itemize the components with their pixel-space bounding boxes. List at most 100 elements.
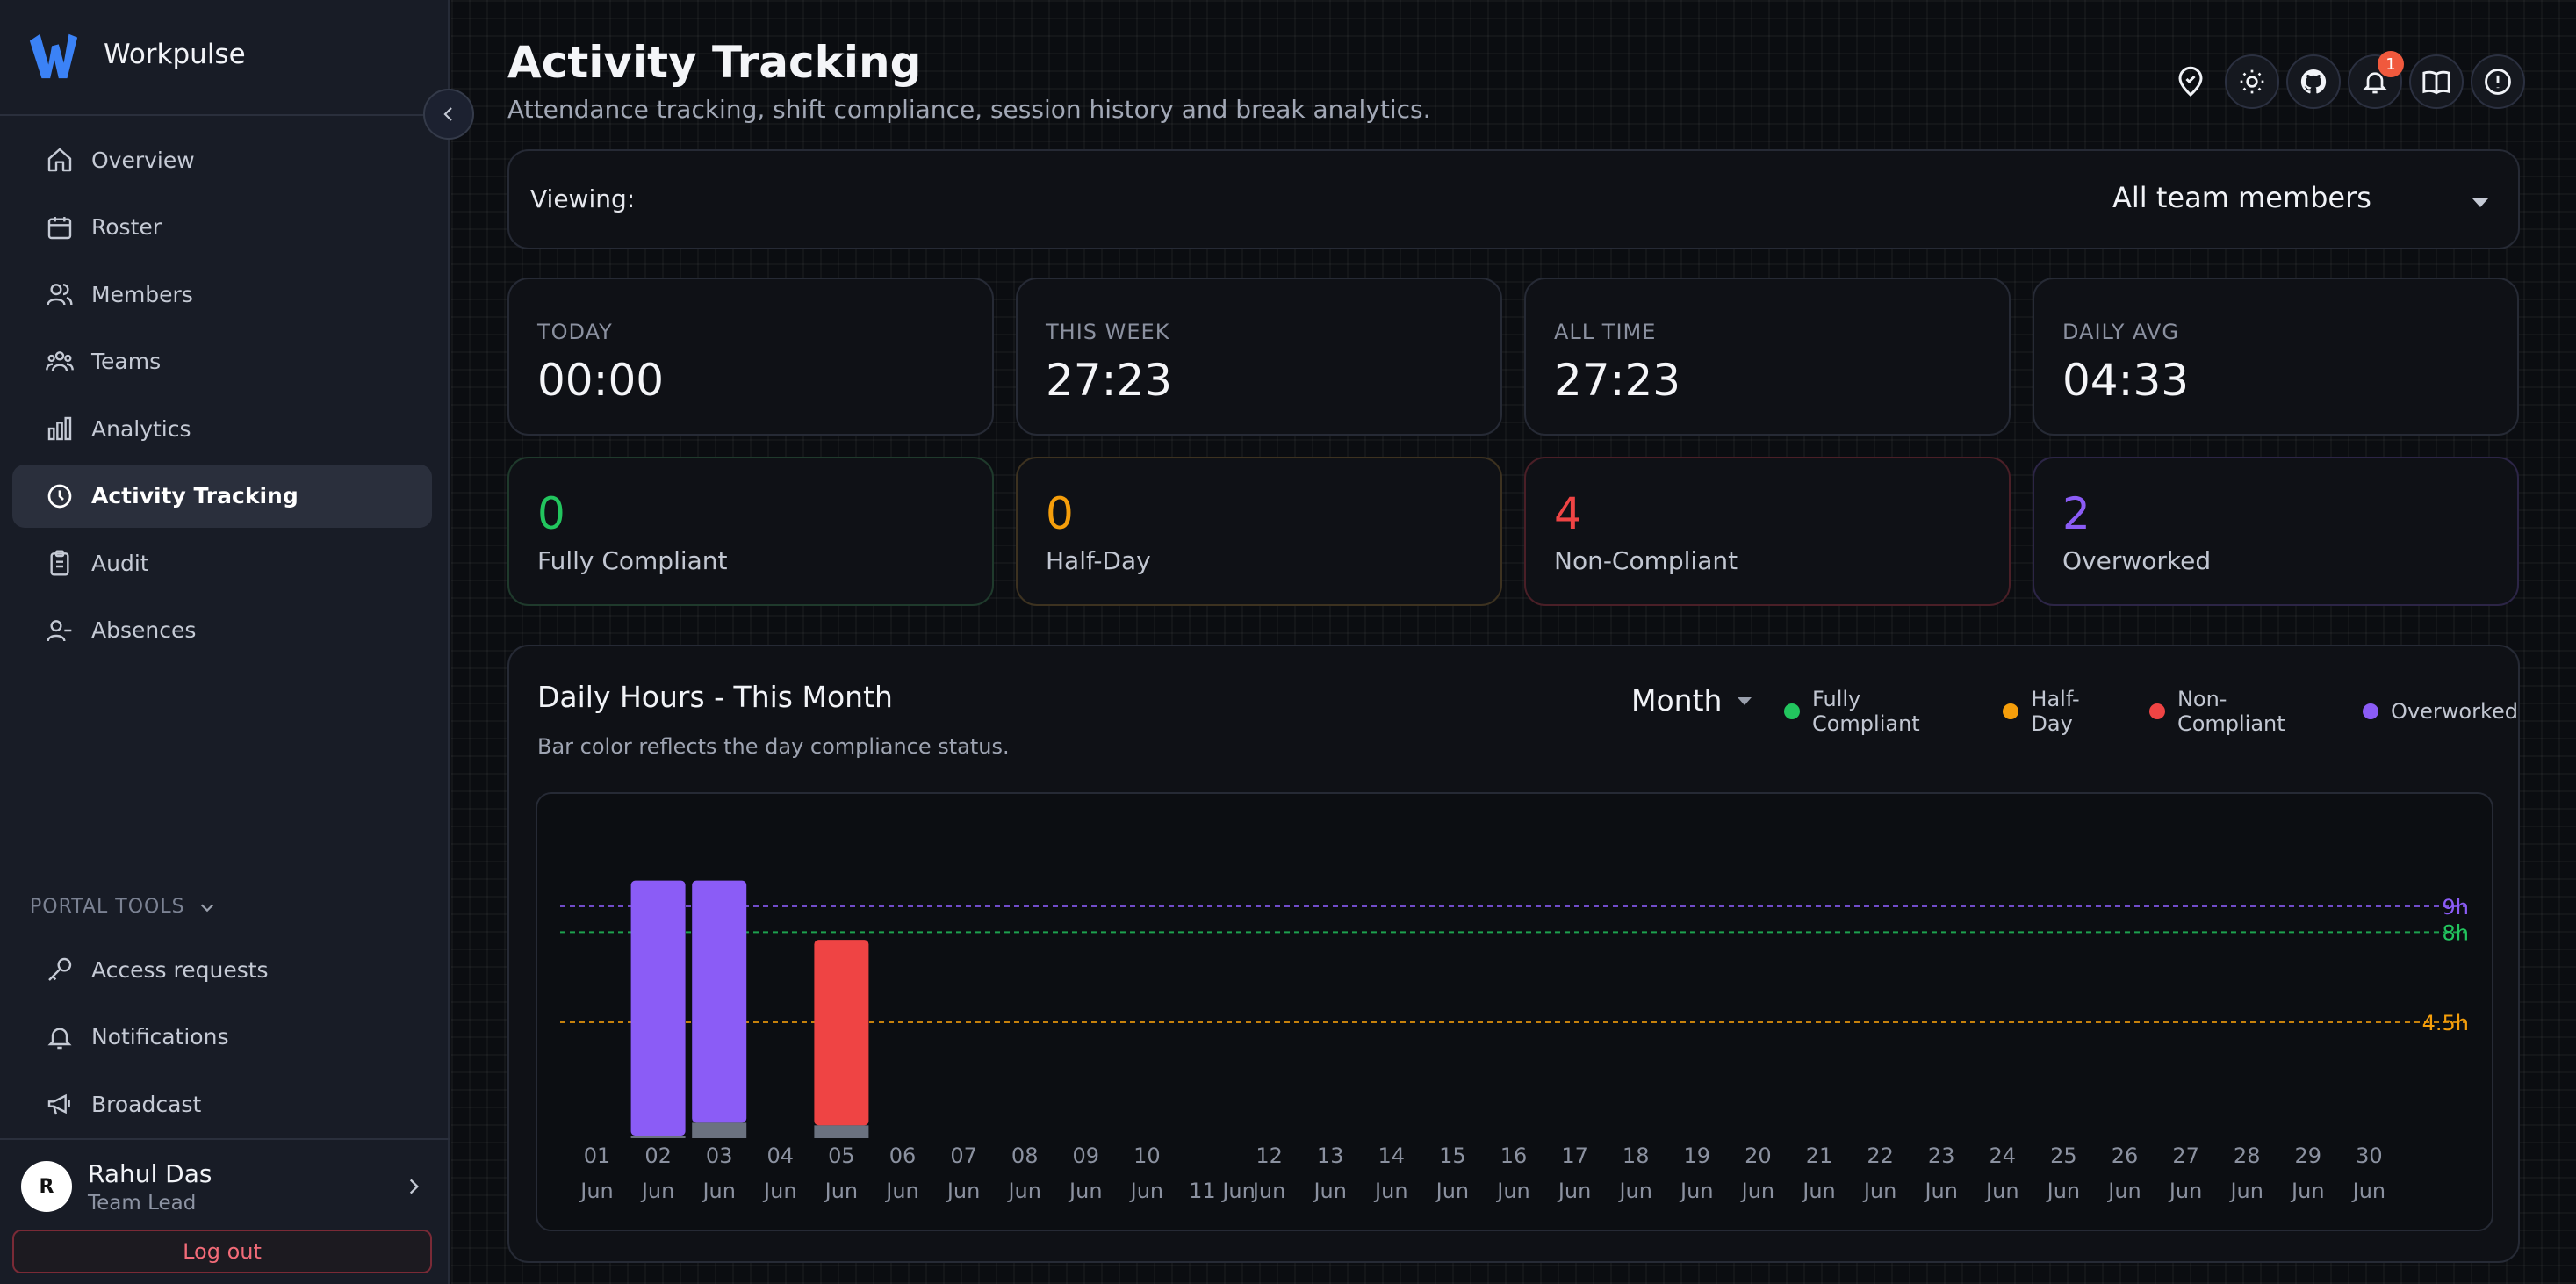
github-button[interactable] (2286, 54, 2341, 109)
sidebar-item-access-requests[interactable]: Access requests (12, 938, 432, 1001)
x-tick-label: Jun (946, 1179, 981, 1203)
x-tick-label: 10 (1133, 1143, 1161, 1168)
x-tick-label: 30 (2356, 1143, 2383, 1168)
compliance-count: 0 (1046, 488, 1074, 539)
x-tick-label: Jun (1435, 1179, 1470, 1203)
theme-toggle-button[interactable] (2225, 54, 2279, 109)
x-tick-label: 05 (828, 1143, 855, 1168)
location-button[interactable] (2163, 54, 2218, 109)
x-tick-label: 07 (950, 1143, 977, 1168)
caret-down-icon (1738, 696, 1752, 705)
notifications-button[interactable]: 1 (2348, 51, 2404, 109)
sidebar-item-notifications[interactable]: Notifications (12, 1006, 432, 1069)
sidebar-item-label: Roster (91, 214, 162, 240)
x-tick-label: Jun (701, 1179, 736, 1203)
chart-legend: Fully Compliant Half-Day Non-Compliant O… (1784, 687, 2518, 736)
portal-tools-list: Access requests Notifications Broadcast (12, 938, 432, 1140)
x-tick-label: Jun (1984, 1179, 2019, 1203)
x-tick-label: 26 (2112, 1143, 2139, 1168)
x-tick-label: 08 (1011, 1143, 1039, 1168)
x-tick-label: 28 (2234, 1143, 2261, 1168)
reference-line-label: 4.5h (2422, 1011, 2469, 1035)
bar-break-segment (630, 1136, 686, 1138)
sidebar-item-broadcast[interactable]: Broadcast (12, 1072, 432, 1136)
legend-dot (2003, 703, 2019, 719)
sidebar-item-label: Teams (91, 349, 162, 374)
x-tick-label: Jun (762, 1179, 797, 1203)
docs-button[interactable] (2409, 54, 2464, 109)
x-tick-label: 27 (2172, 1143, 2199, 1168)
x-tick-label: 14 (1378, 1143, 1406, 1168)
legend-item-overworked: Overworked (2363, 687, 2518, 736)
sidebar-nav: Overview Roster Members Teams Analytics … (12, 128, 432, 666)
logout-button[interactable]: Log out (12, 1230, 432, 1273)
compliance-label: Non-Compliant (1554, 546, 1738, 575)
divider (0, 1138, 450, 1140)
chart-plot-area: 9h 8h 4.5h 01 Jun 02 Jun 03 Jun 04 Jun 05 Jun 06 Jun 07… (536, 792, 2493, 1231)
chevron-left-icon (443, 107, 452, 121)
x-tick-label: 02 (644, 1143, 672, 1168)
sidebar-item-analytics[interactable]: Analytics (12, 397, 432, 460)
key-icon (48, 957, 72, 981)
sidebar-item-label: Members (91, 281, 193, 307)
x-tick-label: 15 (1439, 1143, 1466, 1168)
sidebar-item-label: Access requests (91, 956, 269, 983)
user-profile[interactable]: R Rahul Das Team Lead (21, 1159, 434, 1215)
collapse-sidebar-button[interactable] (423, 89, 474, 140)
legend-label: Half-Day (2031, 687, 2080, 736)
report-issue-button[interactable] (2471, 54, 2525, 109)
team-member-select[interactable]: All team members (2112, 181, 2371, 214)
github-icon (2300, 69, 2327, 94)
legend-label: Non-Compliant (2177, 687, 2285, 736)
reference-line-label: 8h (2443, 920, 2469, 945)
x-tick-label: 01 (584, 1143, 611, 1168)
clipboard-icon (50, 550, 69, 576)
users-icon (47, 284, 73, 306)
sidebar-item-label: Activity Tracking (91, 483, 299, 509)
x-tick-label: Jun (1801, 1179, 1836, 1203)
sidebar-item-label: Notifications (91, 1024, 229, 1050)
stat-value: 27:23 (1554, 355, 1681, 406)
x-tick-label: 21 (1806, 1143, 1833, 1168)
brand[interactable]: Workpulse (26, 25, 246, 84)
x-tick-label: 24 (1990, 1143, 2017, 1168)
stat-card-today: TODAY 00:00 (507, 278, 994, 436)
x-tick-label: 19 (1684, 1143, 1711, 1168)
reference-line-label: 9h (2443, 895, 2469, 920)
sidebar-item-overview[interactable]: Overview (12, 128, 432, 191)
sidebar-item-roster[interactable]: Roster (12, 196, 432, 259)
x-tick-label: 09 (1073, 1143, 1100, 1168)
x-tick-label: Jun (2046, 1179, 2081, 1203)
chevron-right-icon (409, 1179, 420, 1194)
location-pin-icon (2178, 66, 2203, 97)
megaphone-icon (47, 1093, 70, 1115)
sidebar-item-teams[interactable]: Teams (12, 330, 432, 393)
x-tick-label: Jun (1006, 1179, 1041, 1203)
teams-icon (46, 350, 74, 371)
sidebar-item-absences[interactable]: Absences (12, 599, 432, 662)
range-select[interactable]: Month (1631, 683, 1753, 718)
legend-item-fully-compliant: Fully Compliant (1784, 687, 1975, 736)
sidebar-item-label: Absences (91, 617, 197, 643)
sidebar-item-audit[interactable]: Audit (12, 531, 432, 595)
x-tick-label: Jun (1373, 1179, 1408, 1203)
legend-label: Overworked (2391, 699, 2518, 724)
portal-tools-toggle[interactable]: PORTAL TOOLS (30, 896, 217, 918)
caret-down-icon[interactable] (2471, 197, 2490, 209)
portal-tools-title: PORTAL TOOLS (30, 896, 185, 918)
compliance-count: 0 (537, 488, 565, 539)
page-title: Activity Tracking (507, 37, 922, 88)
compliance-card-fully-compliant: 0 Fully Compliant (507, 457, 994, 606)
header-toolbar: 1 (2163, 51, 2525, 109)
legend-label: Fully Compliant (1811, 687, 1920, 736)
x-tick-label: Jun (884, 1179, 919, 1203)
x-tick-label: 13 (1317, 1143, 1344, 1168)
compliance-card-non-compliant: 4 Non-Compliant (1524, 457, 2011, 606)
x-tick-label: 06 (889, 1143, 917, 1168)
x-tick-label: 16 (1500, 1143, 1528, 1168)
stat-value: 27:23 (1046, 355, 1173, 406)
sidebar-item-activity-tracking[interactable]: Activity Tracking (12, 464, 432, 528)
bar-03-jun (692, 880, 747, 1123)
sidebar-item-members[interactable]: Members (12, 263, 432, 326)
